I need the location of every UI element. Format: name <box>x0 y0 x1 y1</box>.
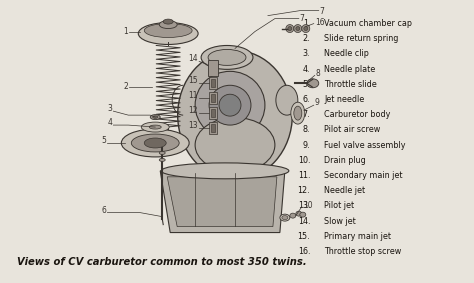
Ellipse shape <box>219 94 241 116</box>
Bar <box>209 107 217 119</box>
Circle shape <box>302 25 310 33</box>
Text: Carburetor body: Carburetor body <box>324 110 391 119</box>
Ellipse shape <box>161 163 289 179</box>
Ellipse shape <box>121 129 189 157</box>
Text: Pilot jet: Pilot jet <box>324 201 355 211</box>
Ellipse shape <box>195 118 275 172</box>
Text: 8.: 8. <box>303 125 310 134</box>
Text: 12.: 12. <box>298 186 310 195</box>
Ellipse shape <box>144 138 166 148</box>
Text: 6.: 6. <box>303 95 310 104</box>
Text: 12: 12 <box>189 106 198 115</box>
Text: 9: 9 <box>315 98 319 107</box>
Ellipse shape <box>131 134 179 152</box>
Ellipse shape <box>201 46 253 69</box>
Circle shape <box>294 25 302 33</box>
Ellipse shape <box>296 211 302 216</box>
Text: 7: 7 <box>300 14 305 23</box>
Text: 5: 5 <box>101 136 106 145</box>
Circle shape <box>304 27 308 31</box>
Text: 2.: 2. <box>302 34 310 43</box>
Text: 7.: 7. <box>302 110 310 119</box>
Circle shape <box>286 25 294 33</box>
Ellipse shape <box>163 19 173 24</box>
Text: Secondary main jet: Secondary main jet <box>324 171 403 180</box>
Text: 16.: 16. <box>298 247 310 256</box>
Text: Pilot air screw: Pilot air screw <box>324 125 381 134</box>
Ellipse shape <box>294 106 302 120</box>
Text: Slide return spring: Slide return spring <box>324 34 399 43</box>
Ellipse shape <box>150 115 160 120</box>
Bar <box>211 124 215 132</box>
Text: 4.: 4. <box>303 65 310 74</box>
Ellipse shape <box>138 23 198 44</box>
Text: 11: 11 <box>189 91 198 100</box>
Circle shape <box>296 27 300 31</box>
Text: 14: 14 <box>189 54 198 63</box>
Ellipse shape <box>276 85 298 115</box>
Text: 15.: 15. <box>298 232 310 241</box>
Text: 14.: 14. <box>298 217 310 226</box>
Text: Jet needle: Jet needle <box>324 95 365 104</box>
Ellipse shape <box>159 158 165 161</box>
Ellipse shape <box>144 23 192 38</box>
Bar <box>209 122 217 134</box>
Ellipse shape <box>195 71 265 139</box>
Text: 4: 4 <box>108 118 112 127</box>
Bar <box>211 94 215 102</box>
Ellipse shape <box>282 216 288 220</box>
Ellipse shape <box>208 50 246 65</box>
Ellipse shape <box>159 21 177 29</box>
Circle shape <box>288 27 292 31</box>
Ellipse shape <box>153 116 158 118</box>
Text: Slow jet: Slow jet <box>324 217 356 226</box>
Text: 3.: 3. <box>303 50 310 58</box>
Ellipse shape <box>149 125 161 129</box>
Ellipse shape <box>141 122 169 132</box>
Text: Fuel valve assembly: Fuel valve assembly <box>324 141 406 150</box>
Ellipse shape <box>159 151 165 155</box>
Text: 11.: 11. <box>298 171 310 180</box>
Text: 1.: 1. <box>303 19 310 28</box>
Text: 10: 10 <box>303 201 312 210</box>
Text: 13.: 13. <box>298 201 310 211</box>
Text: Views of CV carburetor common to most 350 twins.: Views of CV carburetor common to most 35… <box>17 257 307 267</box>
Bar <box>209 92 217 104</box>
Text: Needle plate: Needle plate <box>324 65 376 74</box>
Text: 6: 6 <box>101 206 106 215</box>
Text: 5.: 5. <box>302 80 310 89</box>
Bar <box>211 109 215 117</box>
Ellipse shape <box>300 212 306 217</box>
Text: 1: 1 <box>124 27 128 36</box>
Bar <box>209 77 217 89</box>
Ellipse shape <box>209 85 251 125</box>
Text: 15: 15 <box>189 76 198 85</box>
Bar <box>208 60 218 76</box>
Ellipse shape <box>307 79 319 88</box>
Text: 3: 3 <box>108 104 112 113</box>
Ellipse shape <box>291 102 305 124</box>
Text: 9.: 9. <box>302 141 310 150</box>
Text: 13: 13 <box>189 121 198 130</box>
Ellipse shape <box>178 50 292 180</box>
Ellipse shape <box>290 213 296 218</box>
Text: Vacuum chamber cap: Vacuum chamber cap <box>324 19 412 28</box>
Text: 16: 16 <box>315 18 324 27</box>
Text: 8: 8 <box>316 69 320 78</box>
Polygon shape <box>167 177 277 227</box>
Text: 2: 2 <box>124 82 128 91</box>
Polygon shape <box>160 171 285 233</box>
Text: Primary main jet: Primary main jet <box>324 232 392 241</box>
Text: Drain plug: Drain plug <box>324 156 366 165</box>
Text: 10.: 10. <box>298 156 310 165</box>
Text: Throttle slide: Throttle slide <box>324 80 377 89</box>
Bar <box>211 79 215 87</box>
Ellipse shape <box>280 214 290 221</box>
Text: Throttle stop screw: Throttle stop screw <box>324 247 401 256</box>
Text: 7: 7 <box>320 7 325 16</box>
Text: Needle jet: Needle jet <box>324 186 365 195</box>
Text: Needle clip: Needle clip <box>324 50 369 58</box>
